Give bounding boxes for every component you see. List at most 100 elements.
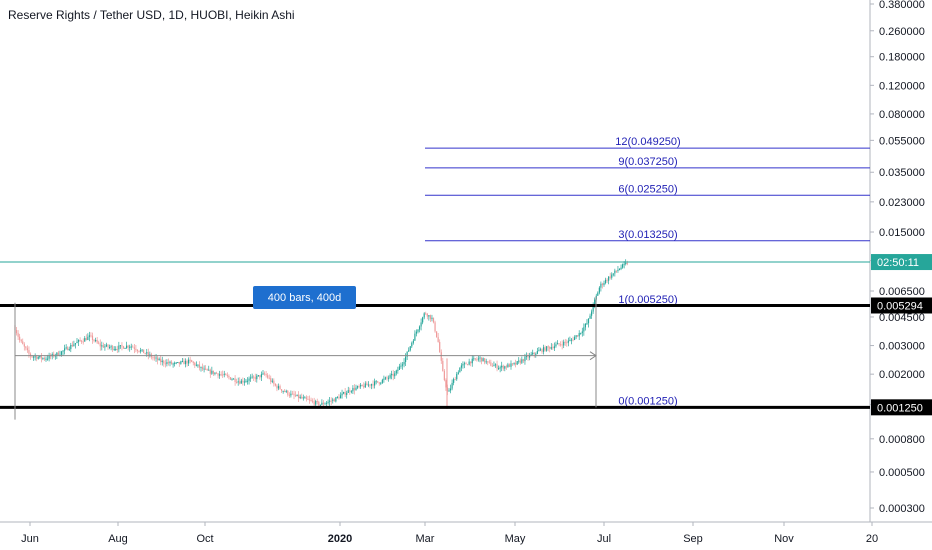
candle-body — [25, 346, 27, 349]
candle-body — [591, 311, 593, 316]
candle-body — [251, 376, 253, 378]
candle-body — [152, 357, 154, 359]
fib-level-label: 6(0.025250) — [618, 183, 677, 195]
candle-body — [197, 364, 199, 366]
candle-body — [189, 359, 191, 361]
candle-body — [414, 333, 416, 341]
candle-body — [375, 381, 377, 383]
candle-body — [23, 344, 25, 347]
candle-body — [167, 362, 170, 364]
candle-body — [46, 358, 49, 360]
candle-body — [87, 336, 89, 341]
candle-body — [541, 349, 543, 352]
candle-body — [471, 358, 473, 364]
candle-body — [219, 374, 221, 376]
candle-body — [369, 384, 371, 386]
fib-level-label: 3(0.013250) — [618, 229, 677, 241]
candle-body — [395, 370, 397, 374]
candle-body — [119, 345, 121, 347]
candle-body — [118, 345, 120, 350]
candle-body — [418, 326, 421, 330]
candle-body — [113, 349, 115, 351]
candle-body — [577, 335, 579, 337]
candle-body — [250, 377, 252, 379]
candle-body — [126, 345, 128, 349]
candle-body — [205, 368, 207, 370]
candle-body — [575, 335, 577, 338]
candle-body — [336, 397, 338, 399]
candle-body — [70, 344, 72, 350]
candle-body — [240, 380, 242, 384]
y-tick-label: 0.260000 — [879, 26, 925, 38]
y-tick-label: 0.120000 — [879, 80, 925, 92]
candle-body — [622, 264, 624, 268]
candle-body — [178, 361, 180, 364]
candle-body — [313, 401, 315, 405]
candle-body — [367, 384, 369, 386]
candle-body — [479, 357, 481, 359]
candle-body — [423, 313, 425, 318]
candle-body — [546, 346, 548, 351]
price-level-tag — [871, 399, 932, 416]
candle-body — [425, 313, 427, 315]
candle-body — [350, 391, 352, 393]
candle-body — [333, 399, 335, 402]
candle-body — [217, 373, 219, 376]
candle-body — [284, 390, 286, 392]
candle-body — [504, 366, 506, 369]
candle-body — [73, 344, 75, 347]
candle-body — [448, 390, 450, 392]
candle-body — [206, 369, 208, 371]
candle-body — [603, 283, 605, 286]
fib-level-label: 0(0.001250) — [618, 395, 677, 407]
candle-body — [434, 322, 436, 332]
candle-body — [530, 354, 532, 356]
candle-body — [592, 303, 594, 312]
candle-body — [510, 363, 512, 367]
candle-body — [515, 362, 517, 365]
candle-body — [508, 364, 511, 367]
candle-body — [234, 378, 236, 382]
candle-body — [42, 357, 44, 359]
candle-body — [223, 373, 225, 375]
candle-body — [274, 383, 276, 386]
candle-body — [236, 381, 238, 383]
candle-body — [484, 358, 486, 363]
candle-body — [177, 361, 179, 363]
candle-body — [268, 377, 270, 379]
candle-body — [406, 351, 408, 357]
candle-body — [76, 341, 78, 344]
candle-body — [242, 380, 244, 383]
current-price-tag — [871, 254, 932, 271]
candle-body — [116, 348, 118, 350]
candle-body — [191, 360, 193, 362]
candle-body — [439, 341, 441, 353]
candle-body — [132, 346, 134, 348]
candle-body — [174, 362, 176, 364]
fib-level-label: 1(0.005250) — [618, 294, 677, 306]
candle-body — [67, 347, 69, 351]
candle-body — [401, 364, 404, 366]
candle-body — [180, 361, 182, 364]
x-tick-label: May — [505, 533, 526, 545]
candle-body — [146, 352, 148, 354]
candle-body — [263, 373, 266, 375]
candle-body — [467, 364, 469, 366]
candle-body — [601, 283, 604, 286]
candle-body — [344, 392, 346, 395]
candle-body — [387, 377, 390, 379]
candle-body — [228, 375, 230, 378]
candle-body — [411, 342, 413, 347]
candle-body — [374, 381, 376, 386]
candle-body — [215, 372, 218, 374]
y-tick-label: 0.004500 — [879, 312, 925, 324]
candle-body — [346, 392, 348, 395]
candle-body — [161, 360, 163, 363]
candle-body — [277, 386, 280, 389]
candle-body — [460, 365, 462, 368]
candle-body — [51, 353, 53, 357]
candle-body — [525, 355, 528, 357]
candle-body — [270, 378, 272, 382]
candle-body — [578, 333, 580, 337]
